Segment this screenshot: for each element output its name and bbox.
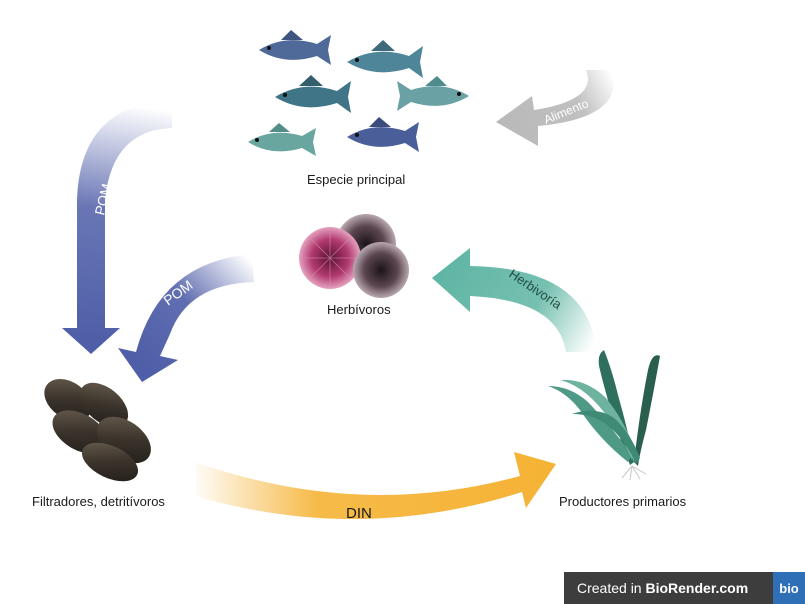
mussels-label: Filtradores, detritívoros [32,494,165,509]
fish-icon [347,117,419,152]
kelp-icon [548,350,660,481]
urchin-icon [353,242,409,298]
fish-school [248,30,469,156]
badge-text: Created in BioRender.com [577,580,749,596]
mussel-icon [81,442,139,482]
din-label: DIN [346,505,372,522]
fish-icon [248,123,316,156]
biorender-badge[interactable]: Created in BioRender.com bio [564,572,805,604]
mussel-icon [52,410,108,454]
pom-arrow-mid [118,254,254,382]
urchins-label: Herbívoros [327,302,391,317]
fish-icon [397,76,469,111]
pom-left-label: POM [91,182,114,217]
kelp-label: Productores primarios [559,494,687,509]
fish-label: Especie principal [307,172,406,187]
fish-icon [347,40,423,78]
urchin-group [299,214,409,298]
fish-icon [259,30,331,65]
food-arrow [496,70,614,146]
fish-icon [275,75,351,113]
mussel-cluster [44,379,151,482]
mussel-icon [44,379,92,421]
herbivory-arrow [432,248,596,352]
mussel-icon [79,382,129,428]
din-arrow [195,452,556,520]
food-label: Alimento [542,96,591,127]
pom-arrow-left [62,100,172,354]
biorender-logo: bio [773,572,805,604]
